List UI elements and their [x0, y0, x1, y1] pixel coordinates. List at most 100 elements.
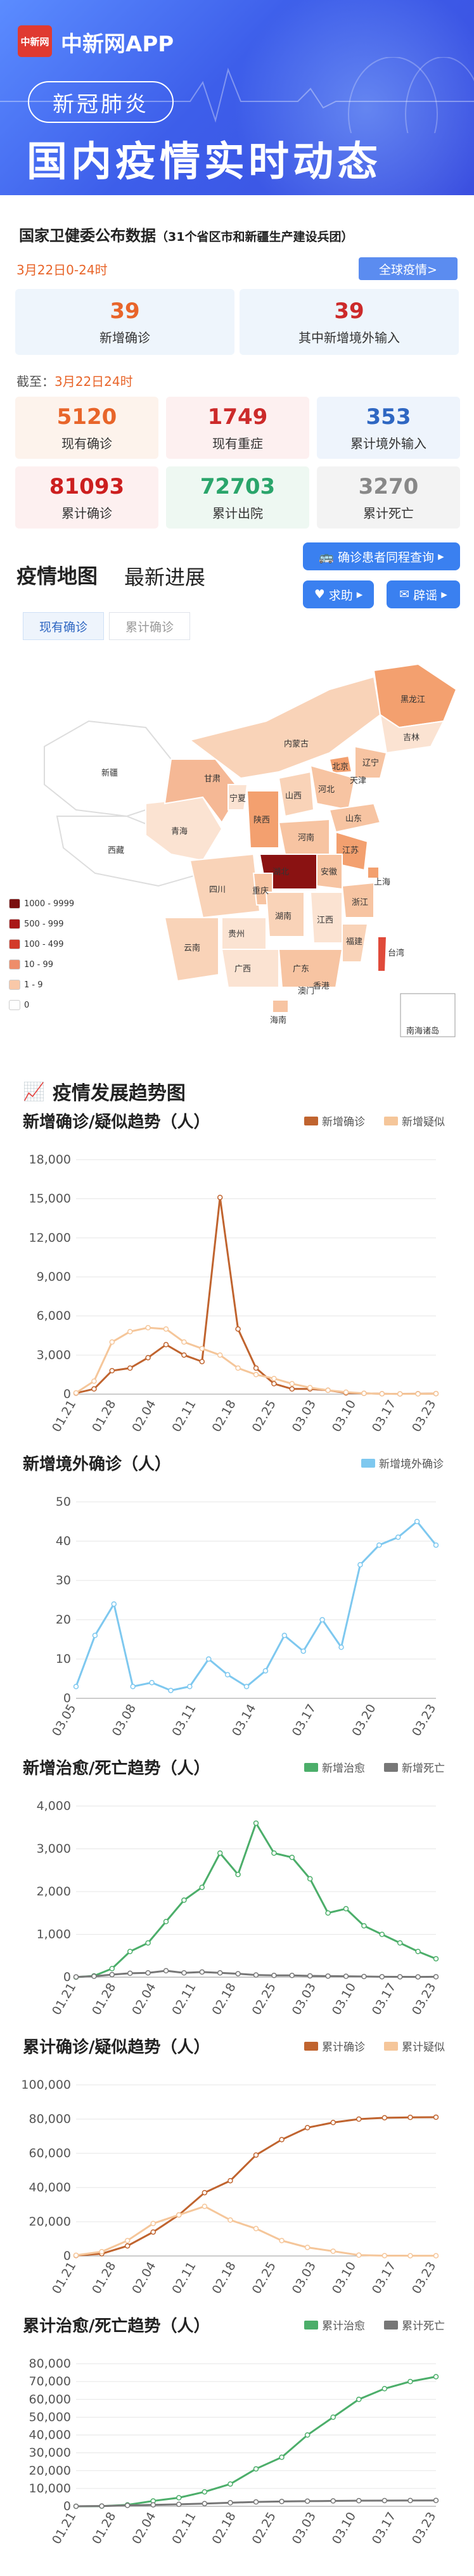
data-point[interactable]: [124, 2243, 131, 2249]
data-point[interactable]: [415, 1949, 421, 1954]
help-button[interactable]: ♥ 求助 ▸: [303, 580, 374, 608]
data-point[interactable]: [279, 2137, 285, 2143]
data-point[interactable]: [407, 2497, 413, 2504]
data-point[interactable]: [433, 2374, 439, 2380]
trend-chart[interactable]: 0 20,000 40,000 60,000 80,000 100,000 01.21 01.…: [0, 2060, 474, 2326]
tab-current-confirmed[interactable]: 现有确诊: [23, 612, 104, 640]
data-point[interactable]: [304, 2245, 311, 2250]
data-point[interactable]: [181, 1970, 187, 1976]
data-point[interactable]: [414, 1518, 420, 1525]
data-point[interactable]: [343, 1973, 349, 1979]
data-point[interactable]: [127, 1970, 133, 1977]
data-point[interactable]: [181, 1339, 187, 1345]
trip-query-button[interactable]: 🚌 确诊患者同程查询 ▸: [303, 542, 460, 570]
data-point[interactable]: [111, 1601, 117, 1607]
data-point[interactable]: [271, 1381, 277, 1387]
data-point[interactable]: [235, 1871, 241, 1878]
data-point[interactable]: [289, 1386, 295, 1392]
data-point[interactable]: [109, 1339, 115, 1345]
chart-legend-item[interactable]: 新增确诊: [304, 1113, 365, 1129]
data-point[interactable]: [289, 1973, 295, 1978]
data-point[interactable]: [73, 1974, 79, 1980]
data-point[interactable]: [227, 2217, 233, 2223]
data-point[interactable]: [343, 1389, 349, 1395]
data-point[interactable]: [307, 1385, 313, 1390]
data-point[interactable]: [91, 1378, 97, 1384]
chart-legend-item[interactable]: 累计确诊: [304, 2038, 365, 2054]
data-point[interactable]: [150, 2220, 156, 2226]
data-point[interactable]: [279, 2238, 285, 2243]
data-point[interactable]: [235, 1326, 241, 1332]
data-point[interactable]: [376, 1542, 382, 1548]
chart-legend-item[interactable]: 累计死亡: [384, 2317, 445, 2333]
data-point[interactable]: [145, 1355, 151, 1361]
data-point[interactable]: [307, 1876, 313, 1881]
data-point[interactable]: [325, 1910, 331, 1916]
data-point[interactable]: [397, 1391, 403, 1397]
chart-legend-item[interactable]: 新增境外确诊: [361, 1455, 444, 1471]
data-point[interactable]: [124, 2238, 131, 2243]
data-point[interactable]: [433, 2497, 439, 2504]
data-point[interactable]: [253, 1820, 259, 1826]
data-point[interactable]: [397, 1974, 403, 1980]
data-point[interactable]: [224, 1672, 231, 1678]
data-point[interactable]: [433, 2114, 439, 2120]
data-point[interactable]: [281, 1632, 288, 1639]
data-point[interactable]: [433, 1542, 439, 1548]
data-point[interactable]: [325, 1973, 331, 1979]
data-point[interactable]: [330, 2414, 336, 2420]
data-point[interactable]: [381, 2253, 388, 2259]
data-point[interactable]: [433, 2253, 439, 2259]
chart-legend-item[interactable]: 新增死亡: [384, 1759, 445, 1775]
data-point[interactable]: [356, 2497, 362, 2504]
data-point[interactable]: [127, 1329, 133, 1335]
tab-total-confirmed[interactable]: 累计确诊: [109, 612, 190, 640]
data-point[interactable]: [217, 1352, 223, 1358]
data-point[interactable]: [338, 1644, 344, 1650]
data-point[interactable]: [130, 1684, 136, 1689]
data-point[interactable]: [433, 1974, 439, 1980]
data-point[interactable]: [433, 1956, 439, 1962]
data-point[interactable]: [253, 2466, 259, 2472]
data-point[interactable]: [150, 2229, 156, 2235]
data-point[interactable]: [127, 1949, 133, 1954]
data-point[interactable]: [127, 1365, 133, 1371]
data-point[interactable]: [243, 1684, 250, 1689]
data-point[interactable]: [99, 2249, 105, 2255]
trend-chart[interactable]: 0 10,000 20,000 30,000 40,000 50,000 60,000 70,…: [0, 2338, 474, 2576]
trend-chart[interactable]: 0 1,000 2,000 3,000 4,000 01.21 01.28 02.04 02.1…: [0, 1781, 474, 2047]
chart-legend-item[interactable]: 新增疑似: [384, 1113, 445, 1129]
data-point[interactable]: [109, 1966, 115, 1971]
data-point[interactable]: [304, 2125, 311, 2131]
data-point[interactable]: [356, 2252, 362, 2258]
data-point[interactable]: [289, 1381, 295, 1387]
data-point[interactable]: [73, 2252, 79, 2259]
data-point[interactable]: [202, 2489, 208, 2495]
data-point[interactable]: [357, 1561, 363, 1568]
data-point[interactable]: [217, 1850, 223, 1856]
data-point[interactable]: [361, 1973, 367, 1980]
data-point[interactable]: [253, 1972, 259, 1978]
data-point[interactable]: [202, 2189, 208, 2196]
data-point[interactable]: [163, 1342, 169, 1348]
data-point[interactable]: [253, 2499, 259, 2505]
data-point[interactable]: [91, 1386, 97, 1392]
data-point[interactable]: [235, 1365, 241, 1371]
data-point[interactable]: [145, 1940, 151, 1946]
data-point[interactable]: [319, 1617, 325, 1623]
data-point[interactable]: [124, 2502, 131, 2508]
data-point[interactable]: [343, 1906, 349, 1912]
data-point[interactable]: [176, 2501, 182, 2508]
map-title[interactable]: 疫情地图: [16, 564, 98, 588]
data-point[interactable]: [289, 1854, 295, 1861]
trend-chart[interactable]: 0 10 20 30 40 50 03.05 03.08 03.11 03.14 03.17 03.2…: [0, 1477, 474, 1768]
data-point[interactable]: [253, 2152, 259, 2158]
data-point[interactable]: [163, 1919, 169, 1925]
data-point[interactable]: [187, 1684, 193, 1689]
data-point[interactable]: [91, 1973, 97, 1979]
data-point[interactable]: [199, 1885, 205, 1890]
data-point[interactable]: [109, 1368, 115, 1374]
data-point[interactable]: [330, 2498, 336, 2504]
data-point[interactable]: [271, 1376, 277, 1381]
rumor-button[interactable]: ✉ 辟谣 ▸: [387, 580, 460, 608]
